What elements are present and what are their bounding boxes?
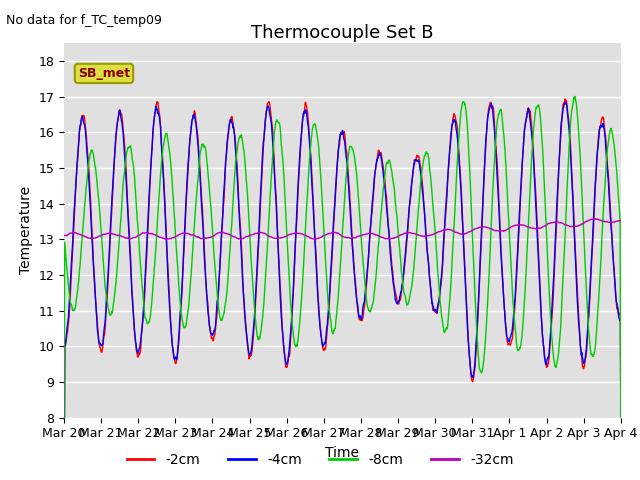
Title: Thermocouple Set B: Thermocouple Set B — [251, 24, 434, 42]
Y-axis label: Temperature: Temperature — [19, 186, 33, 275]
Legend: -2cm, -4cm, -8cm, -32cm: -2cm, -4cm, -8cm, -32cm — [121, 447, 519, 473]
X-axis label: Time: Time — [325, 446, 360, 460]
Text: No data for f_TC_temp09: No data for f_TC_temp09 — [6, 14, 163, 27]
Text: SB_met: SB_met — [78, 67, 130, 80]
